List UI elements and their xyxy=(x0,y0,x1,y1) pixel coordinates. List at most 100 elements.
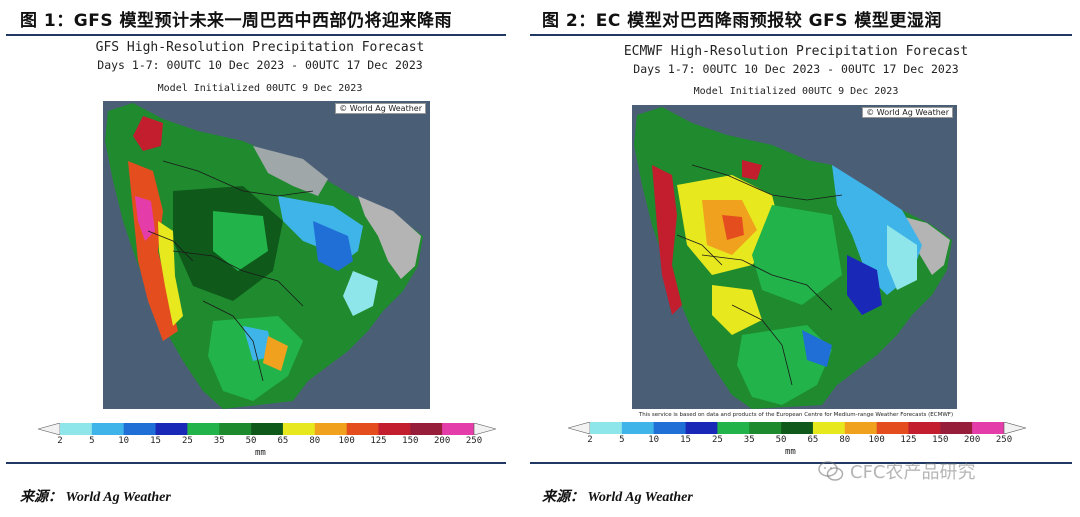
bottom-rule-left xyxy=(6,462,506,464)
gfs-initialized: Model Initialized 00UTC 9 Dec 2023 xyxy=(157,83,363,94)
gfs-tick-5: 5 xyxy=(89,436,95,446)
ecmwf-colorbar-bin-3 xyxy=(685,422,718,434)
interior-red xyxy=(722,215,744,240)
south-blue xyxy=(802,330,832,367)
gfs-tick-125: 125 xyxy=(370,436,387,446)
ecmwf-tick-80: 80 xyxy=(839,435,851,445)
ecmwf-tick-150: 150 xyxy=(932,435,949,445)
wet-ne-light xyxy=(887,225,917,290)
ecmwf-colorbar-bin-0 xyxy=(590,422,623,434)
watermark-text: CFC农产品研究 xyxy=(850,462,976,483)
andes-yellow xyxy=(158,221,183,326)
ecmwf-colorbar-bin-4 xyxy=(717,422,750,434)
gfs-colorbar-bin-7 xyxy=(282,423,316,435)
gfs-credit-text: World Ag Weather xyxy=(349,104,422,113)
andes-heavy xyxy=(135,196,155,241)
gfs-map-graphic xyxy=(105,103,423,409)
ecmwf-tick-65: 65 xyxy=(807,435,819,445)
north-heavy xyxy=(742,160,762,180)
gfs-tick-35: 35 xyxy=(213,436,225,446)
gfs-precip-map: © World Ag Weather xyxy=(103,101,430,409)
ecmwf-colorbar-bin-11 xyxy=(940,422,973,434)
source-left: 来源： World Ag Weather xyxy=(20,490,171,505)
ecmwf-tick-250: 250 xyxy=(995,435,1013,445)
ecmwf-tick-15: 15 xyxy=(680,435,691,445)
dry-ne xyxy=(358,196,421,279)
ecmwf-colorbar xyxy=(568,422,1026,434)
gfs-colorbar-bin-6 xyxy=(251,423,284,435)
ecmwf-tick-50: 50 xyxy=(775,435,787,445)
north-coast-red xyxy=(133,116,163,151)
ecmwf-tick-5: 5 xyxy=(619,435,625,445)
gfs-tick-150: 150 xyxy=(402,436,419,446)
title-rule-left xyxy=(6,34,506,36)
ecmwf-initialized: Model Initialized 00UTC 9 Dec 2023 xyxy=(693,86,899,97)
wet-band-central xyxy=(313,221,353,271)
gfs-tick-2: 2 xyxy=(57,436,63,446)
gfs-tick-250: 250 xyxy=(465,436,483,446)
gfs-colorbar-arrow-low xyxy=(38,423,61,435)
ecmwf-colorbar-graphic xyxy=(568,422,1026,434)
ecmwf-precip-map: © World Ag Weather xyxy=(632,105,957,409)
interior-mid xyxy=(213,211,268,271)
dry-guianas xyxy=(253,146,328,196)
gfs-colorbar-bin-10 xyxy=(378,423,411,435)
gfs-colorbar-bin-8 xyxy=(314,423,347,435)
ecmwf-tick-35: 35 xyxy=(743,435,755,445)
south-yellow xyxy=(712,285,762,335)
ecmwf-colorbar-bin-5 xyxy=(749,422,782,434)
country-borders xyxy=(147,160,314,382)
ecmwf-colorbar-bin-12 xyxy=(972,422,1005,434)
gfs-tick-15: 15 xyxy=(150,436,161,446)
south-orange xyxy=(263,336,288,371)
watermark: CFC农产品研究 xyxy=(818,458,976,484)
gfs-colorbar-ticks: 2 5 10 15 25 35 50 65 80 100 125 150 200 250 xyxy=(38,436,496,448)
gfs-colorbar xyxy=(38,423,496,435)
ecmwf-days: Days 1-7: 00UTC 10 Dec 2023 - 00UTC 17 D… xyxy=(633,62,959,76)
ecmwf-tick-25: 25 xyxy=(711,435,723,445)
ecmwf-tick-125: 125 xyxy=(900,435,917,445)
wet-band-east xyxy=(343,271,378,316)
ecmwf-panel: ECMWF High-Resolution Precipitation Fore… xyxy=(540,38,1052,458)
gfs-colorbar-bin-11 xyxy=(410,423,443,435)
copyright-icon: © xyxy=(339,104,348,113)
gfs-colorbar-bin-4 xyxy=(187,423,220,435)
ecmwf-colorbar-ticks: 2 5 10 15 25 35 50 65 80 100 125 150 200 250 xyxy=(568,435,1026,447)
gfs-tick-10: 10 xyxy=(118,436,130,446)
ecmwf-panel-title: ECMWF High-Resolution Precipitation Fore… xyxy=(623,44,969,59)
gfs-colorbar-bin-3 xyxy=(155,423,188,435)
ecmwf-colorbar-arrow-high xyxy=(1003,422,1026,434)
ecmwf-colorbar-bin-9 xyxy=(876,422,909,434)
ecmwf-tick-2: 2 xyxy=(587,435,593,445)
gfs-colorbar-arrow-high xyxy=(473,423,496,435)
ecmwf-credit-text: World Ag Weather xyxy=(876,108,949,117)
ecmwf-colorbar-bin-10 xyxy=(908,422,941,434)
gfs-tick-65: 65 xyxy=(277,436,289,446)
ecmwf-note: This service is based on data and produc… xyxy=(638,412,954,418)
ecmwf-tick-100: 100 xyxy=(868,435,885,445)
country-borders xyxy=(676,164,843,386)
copyright-icon: © xyxy=(866,108,875,117)
gfs-panel-title: GFS High-Resolution Precipitation Foreca… xyxy=(95,40,425,55)
gfs-panel: GFS High-Resolution Precipitation Foreca… xyxy=(10,38,510,458)
ecmwf-tick-200: 200 xyxy=(964,435,981,445)
gfs-colorbar-graphic xyxy=(38,423,496,435)
andes-red xyxy=(652,165,682,315)
figure-2-title: 图 2：EC 模型对巴西降雨预报较 GFS 模型更湿润 xyxy=(542,11,942,31)
gfs-colorbar-bin-2 xyxy=(123,423,156,435)
gfs-tick-25: 25 xyxy=(181,436,193,446)
ecmwf-tick-10: 10 xyxy=(648,435,660,445)
ecmwf-colorbar-bin-2 xyxy=(653,422,686,434)
ecmwf-colorbar-bin-7 xyxy=(812,422,846,434)
gfs-colorbar-unit: mm xyxy=(255,448,266,458)
gfs-tick-200: 200 xyxy=(434,436,451,446)
figure-1-title: 图 1：GFS 模型预计未来一周巴西中西部仍将迎来降雨 xyxy=(20,11,452,31)
mid-green xyxy=(752,205,842,305)
title-rule-right xyxy=(530,34,1072,36)
gfs-colorbar-bin-12 xyxy=(442,423,475,435)
wechat-icon xyxy=(818,461,844,481)
ecmwf-map-graphic xyxy=(634,107,952,409)
source-right: 来源： World Ag Weather xyxy=(542,490,693,505)
gfs-colorbar-bin-0 xyxy=(60,423,93,435)
ecmwf-colorbar-arrow-low xyxy=(568,422,591,434)
